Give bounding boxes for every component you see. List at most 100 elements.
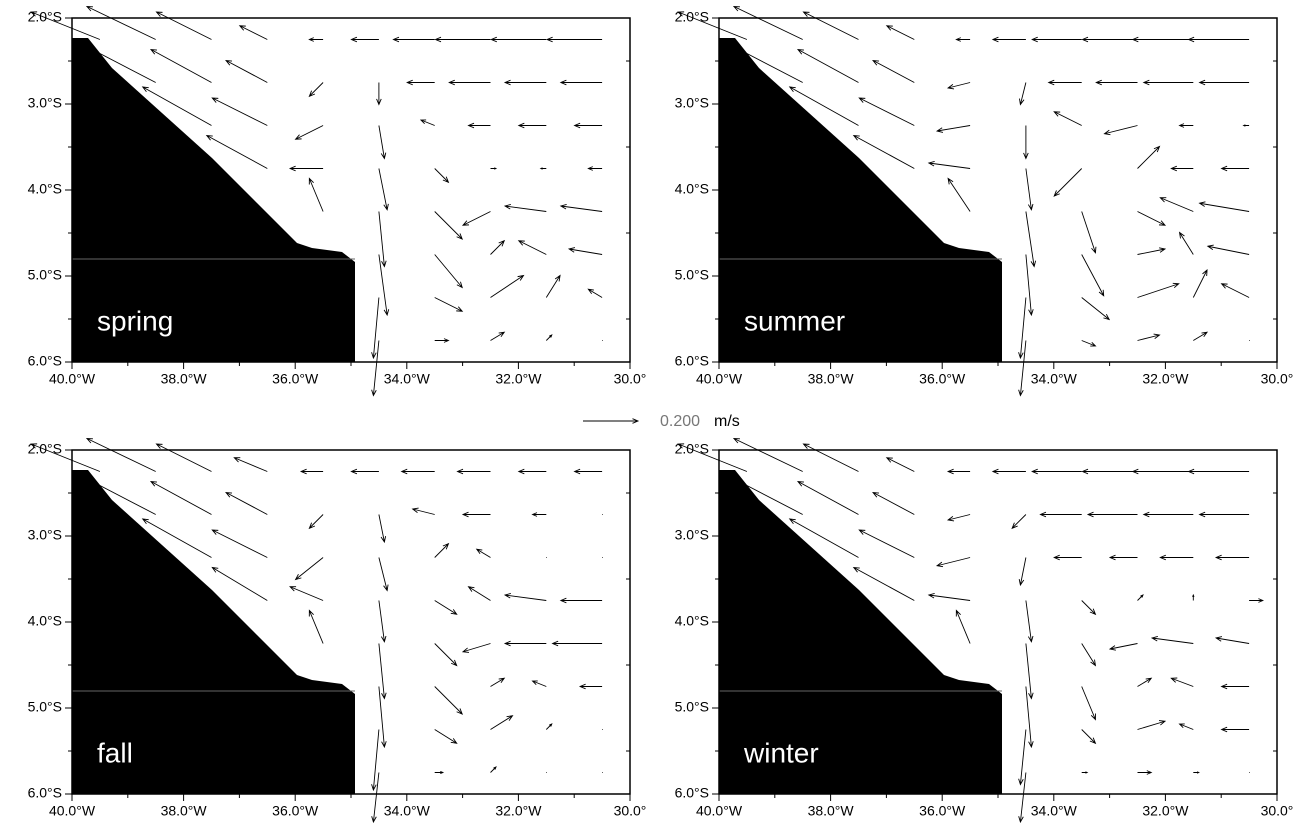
vector-arrow (434, 729, 458, 744)
vector-arrow (490, 274, 525, 298)
vector-arrow (1031, 36, 1082, 43)
vector-arrow (1220, 283, 1250, 298)
vector-arrow (517, 122, 547, 129)
vector-arrow (1108, 554, 1138, 561)
panel-label: fall (97, 737, 133, 768)
vector-arrow (677, 11, 748, 40)
panel-label: winter (743, 737, 819, 768)
vector-arrow (308, 514, 324, 530)
vector-arrow (1081, 211, 1097, 254)
vector-arrow (732, 46, 803, 83)
vector-arrow (539, 167, 547, 170)
vector-arrow (155, 11, 212, 40)
vector-arrow (1025, 211, 1037, 268)
vector-arrow (517, 468, 547, 475)
vector-arrow (233, 457, 268, 472)
vector-arrow (149, 480, 212, 515)
vector-arrow (545, 36, 603, 43)
vector-arrow (927, 160, 971, 169)
vector-arrow (294, 125, 324, 140)
vector-arrow (308, 177, 324, 212)
vector-arrow (461, 211, 491, 226)
vector-arrow (802, 443, 859, 472)
vector-arrow (946, 468, 971, 475)
vector-arrow (490, 766, 497, 773)
vector-arrow (1220, 165, 1250, 172)
vector-arrow (378, 514, 387, 544)
vector-arrow (677, 443, 748, 472)
vector-arrow (1137, 333, 1161, 341)
vector-arrow (211, 97, 268, 126)
vector-arrow (238, 25, 268, 40)
vector-arrow (587, 288, 603, 298)
vector-arrow (1019, 82, 1027, 106)
vector-arrow (1011, 514, 1027, 530)
vector-arrow (456, 468, 491, 475)
x-tick-label: 36.0°W (919, 371, 966, 387)
x-tick-label: 34.0°W (1031, 803, 1078, 819)
vector-arrow (567, 247, 603, 255)
vector-arrow (1249, 598, 1265, 603)
x-tick-label: 32.0°W (1142, 371, 1189, 387)
vector-arrow (1025, 600, 1034, 643)
y-tick-label: 6.0°S (675, 353, 709, 369)
vector-arrow (1131, 36, 1194, 43)
vector-arrow (1178, 123, 1194, 128)
vector-arrow (1137, 211, 1167, 226)
vector-arrow (205, 134, 268, 169)
vector-arrow (1170, 677, 1194, 687)
vector-arrow (294, 557, 324, 581)
vector-arrow (30, 11, 101, 40)
panel: 40.0°W 38.0°W 36.0°W 34.0°W 32.0°W 30.0° 2.0°S… (28, 437, 646, 824)
vector-arrow (517, 240, 547, 255)
vector-arrow (1081, 686, 1096, 721)
vector-arrow (1081, 297, 1111, 321)
vector-arrow (1131, 468, 1194, 475)
vector-arrow (1018, 557, 1027, 587)
vector-arrow (545, 274, 561, 298)
y-tick-label: 4.0°S (28, 181, 62, 197)
vector-arrow (1081, 468, 1138, 475)
vector-arrow (461, 643, 491, 653)
vector-arrow (211, 529, 268, 558)
vector-arrow (1081, 643, 1097, 667)
y-tick-label: 4.0°S (28, 613, 62, 629)
x-tick-label: 40.0°W (696, 371, 743, 387)
vector-arrow (490, 331, 506, 341)
vector-arrow (211, 566, 268, 601)
vector-arrow (1214, 554, 1250, 561)
vector-arrow (1025, 643, 1034, 700)
vector-arrow (141, 86, 212, 126)
x-tick-label: 38.0°W (808, 803, 855, 819)
vector-arrow (371, 772, 380, 824)
vector-arrow (378, 600, 387, 643)
vector-arrow (1159, 554, 1194, 561)
vector-arrow (991, 468, 1026, 475)
vector-arrow (350, 36, 379, 43)
vector-arrow (802, 11, 859, 40)
vector-arrow (503, 79, 547, 86)
vector-arrow (225, 59, 268, 83)
y-tick-label: 5.0°S (28, 699, 62, 715)
vector-arrow (434, 643, 458, 667)
vector-arrow (573, 122, 603, 129)
vector-arrow (371, 729, 380, 792)
vector-arrow (350, 468, 379, 475)
vector-arrow (85, 46, 156, 83)
x-tick-label: 30.0° (1261, 371, 1293, 387)
vector-arrow (411, 507, 435, 515)
y-tick-label: 6.0°S (675, 785, 709, 801)
panel: 40.0°W 38.0°W 36.0°W 34.0°W 32.0°W 30.0° 2.0°S… (28, 5, 646, 397)
vector-arrow (1137, 720, 1167, 730)
vector-arrow (308, 82, 324, 98)
x-tick-label: 40.0°W (49, 803, 96, 819)
vector-arrow (1018, 772, 1027, 824)
vector-arrow (1150, 635, 1194, 644)
vector-arrow (289, 586, 324, 601)
vector-arrow (1053, 168, 1083, 197)
vector-arrow (1081, 36, 1138, 43)
vector-arrow (1081, 600, 1097, 616)
x-tick-label: 36.0°W (272, 803, 319, 819)
vector-arrow (1025, 686, 1034, 749)
